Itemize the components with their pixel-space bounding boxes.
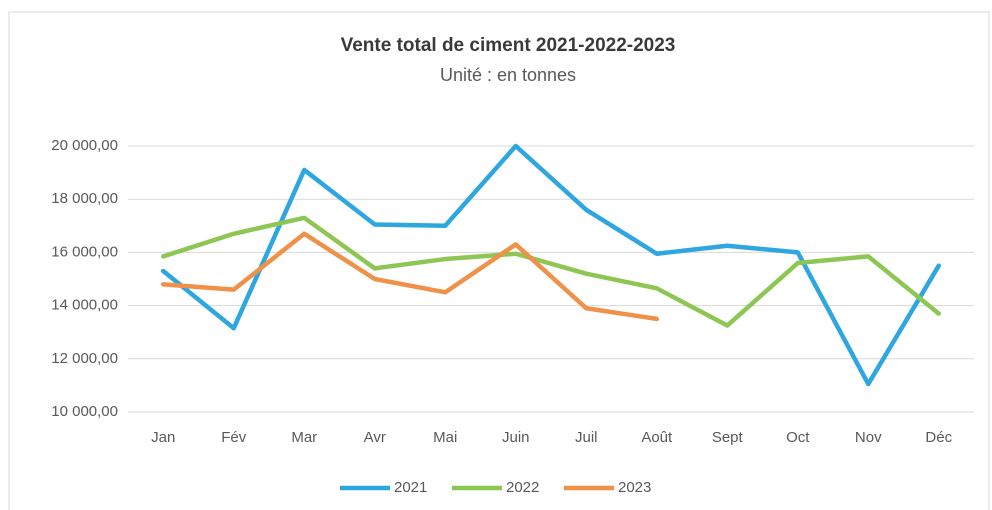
- x-tick-label: Mai: [433, 429, 457, 446]
- legend-label: 2023: [618, 479, 651, 496]
- x-tick-label: Oct: [786, 429, 810, 446]
- series-line: [161, 231, 659, 322]
- y-tick-label: 20 000,00: [51, 137, 118, 154]
- series-line: [161, 215, 941, 328]
- x-tick-label: Déc: [925, 429, 952, 446]
- x-tick-label: Mar: [291, 429, 317, 446]
- x-tick-label: Sept: [712, 429, 744, 446]
- chart-title: Vente total de ciment 2021-2022-2023: [341, 35, 676, 56]
- chart-subtitle: Unité : en tonnes: [440, 65, 576, 85]
- x-tick-label: Juil: [575, 429, 598, 446]
- x-tick-label: Août: [641, 429, 673, 446]
- x-tick-label: Nov: [855, 429, 882, 446]
- series-line: [161, 143, 941, 387]
- y-tick-label: 12 000,00: [51, 350, 118, 367]
- y-tick-label: 18 000,00: [51, 190, 118, 207]
- y-tick-label: 14 000,00: [51, 297, 118, 314]
- x-tick-label: Avr: [364, 429, 386, 446]
- x-tick-label: Juin: [502, 429, 530, 446]
- x-tick-label: Fév: [221, 429, 247, 446]
- y-tick-label: 10 000,00: [51, 403, 118, 420]
- y-tick-label: 16 000,00: [51, 243, 118, 260]
- legend-label: 2022: [506, 479, 539, 496]
- legend-label: 2021: [394, 479, 427, 496]
- x-tick-label: Jan: [151, 429, 175, 446]
